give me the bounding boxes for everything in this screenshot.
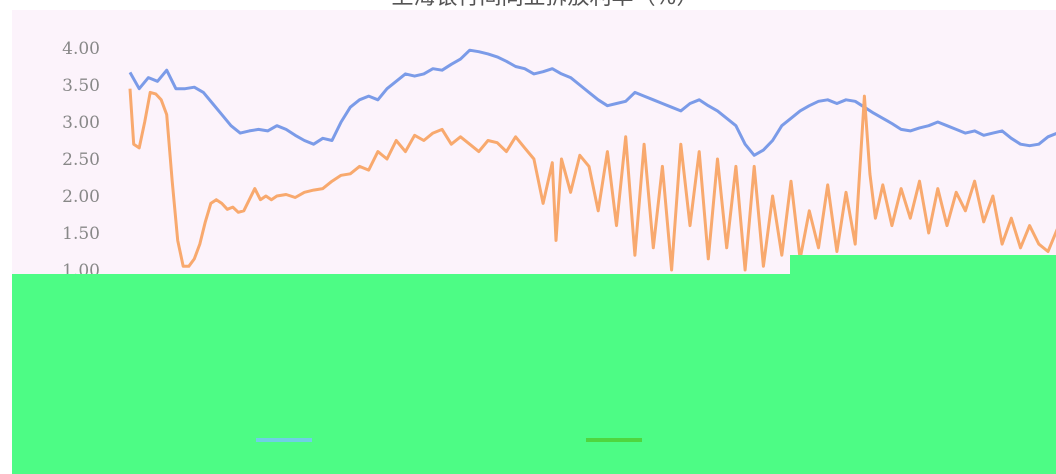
y-tick-label: 2.50 (62, 150, 100, 170)
overlay-strip (790, 255, 1056, 274)
y-tick-label: 3.50 (62, 76, 100, 96)
series-line-2 (128, 88, 1056, 272)
chart-title: 上海银行间同业拆放利率（%） (392, 0, 699, 10)
plot-background (12, 10, 1056, 274)
series-layer (128, 48, 1056, 272)
y-tick-label: 3.00 (62, 113, 100, 133)
series-line-1 (128, 48, 1056, 157)
y-tick-label: 2.00 (62, 187, 100, 207)
y-tick-label: 4.00 (62, 39, 100, 59)
y-tick-label: 1.50 (62, 224, 100, 244)
lower-overlay-block (12, 274, 1056, 474)
